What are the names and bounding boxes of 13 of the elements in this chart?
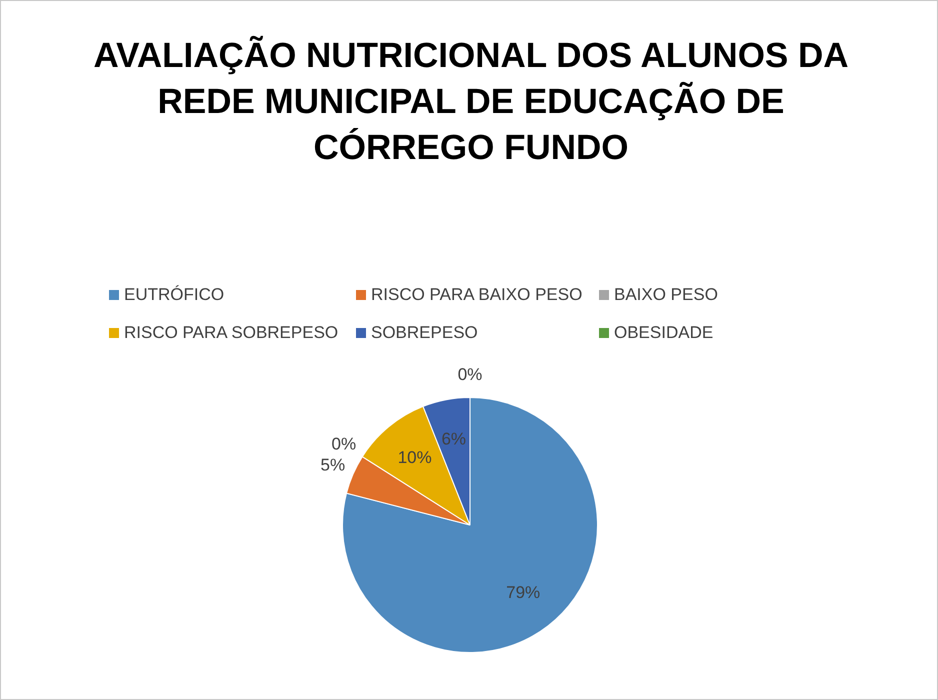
legend-label: RISCO PARA SOBREPESO (124, 323, 338, 343)
legend-label: BAIXO PESO (614, 285, 718, 305)
legend-label: SOBREPESO (371, 323, 478, 343)
data-label: 6% (441, 430, 466, 449)
legend-label: EUTRÓFICO (124, 285, 224, 305)
data-label: 5% (320, 455, 346, 474)
legend-label: OBESIDADE (614, 323, 714, 343)
data-label: 79% (506, 583, 540, 602)
text: 0% (331, 434, 356, 454)
data-label: 10% (398, 448, 432, 467)
text: 0% (458, 365, 482, 384)
legend-label: RISCO PARA BAIXO PESO (371, 285, 582, 305)
chart-title: AVALIAÇÃO NUTRICIONAL DOS ALUNOS DA REDE MUNICIPAL DE EDUCAÇÃO DE CÓRREGO FUNDO (92, 34, 850, 169)
